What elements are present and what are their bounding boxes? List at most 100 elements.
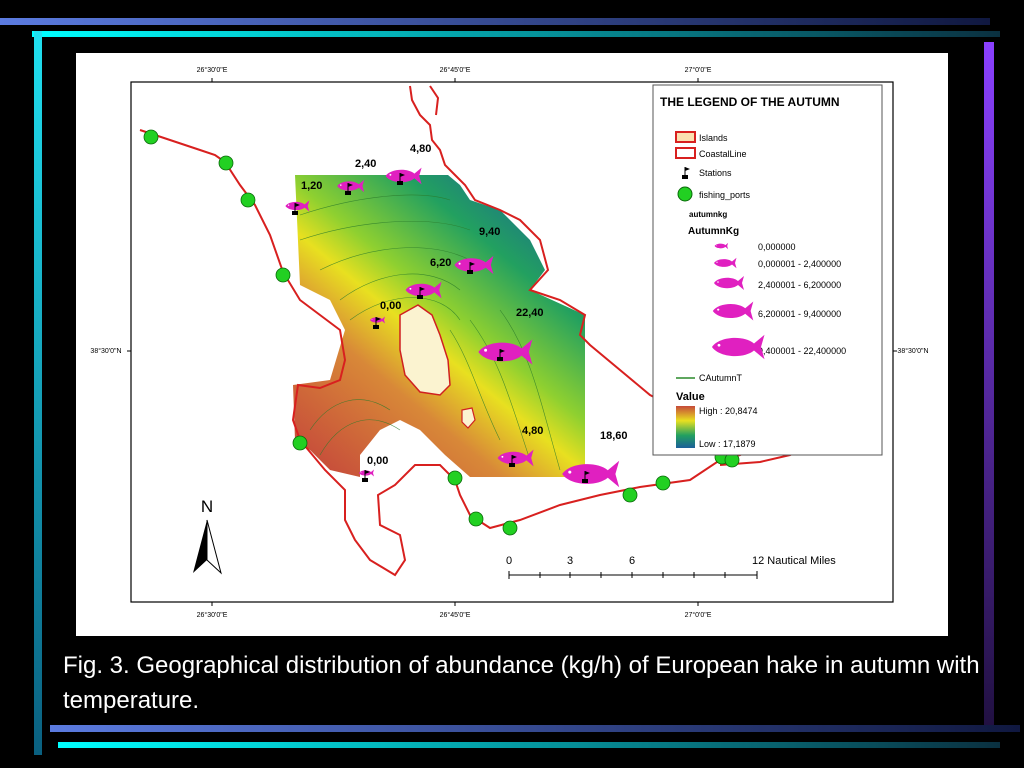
- graticule-label: 26°30'0"E: [197, 611, 228, 619]
- fish-body: [712, 334, 765, 360]
- deco-bar: [0, 18, 990, 25]
- stations: [285, 167, 620, 488]
- caption: Fig. 3. Geographical distribution of abu…: [63, 652, 980, 714]
- station-flag: [400, 173, 405, 177]
- legend-swatch: [677, 186, 693, 202]
- fish: [712, 301, 754, 321]
- legend-item: 6,200001 - 9,400000: [758, 309, 841, 319]
- station-flag: [295, 203, 300, 207]
- deco-bar: [34, 31, 42, 755]
- fish-eye: [501, 455, 504, 458]
- station-flag: [348, 183, 353, 187]
- scale-label: 6: [629, 555, 635, 567]
- legend-item: autumnkg: [689, 210, 727, 219]
- station-label: 6,20: [430, 257, 451, 269]
- legend-swatch: [675, 131, 696, 143]
- fish-eye: [371, 319, 373, 320]
- deco-bar: [984, 42, 994, 732]
- fish: [405, 281, 442, 299]
- fish-body: [478, 339, 533, 365]
- fish-body: [454, 255, 494, 275]
- fish-eye: [717, 308, 720, 311]
- fish-eye: [716, 261, 718, 263]
- fish-eye: [484, 348, 488, 352]
- fish: [478, 339, 533, 365]
- station-label: 0,00: [367, 455, 388, 467]
- scale-label: 12 Nautical Miles: [752, 555, 836, 567]
- legend-item: 2,400001 - 6,200000: [758, 280, 841, 290]
- station-flag: [585, 471, 590, 475]
- scale-bar: [508, 571, 758, 579]
- legend-item: Low : 17,1879: [699, 439, 756, 449]
- legend-box: [652, 84, 883, 456]
- deco-bar: [50, 725, 1020, 732]
- graticule-label: 26°30'0"E: [197, 66, 228, 74]
- legend-title: THE LEGEND OF THE AUTUMN: [660, 95, 840, 109]
- fish: [714, 242, 729, 250]
- graticule-label: 38°30'0"N: [897, 347, 928, 355]
- legend-item: 0,000001 - 2,400000: [758, 259, 841, 269]
- station-marker: [582, 479, 588, 483]
- deco-bar: [32, 31, 1000, 37]
- fish-body: [337, 179, 365, 193]
- station-marker: [292, 211, 298, 215]
- station-marker: [345, 191, 351, 195]
- station-marker: [682, 175, 688, 179]
- station-flag: [512, 455, 517, 459]
- fish-body: [385, 167, 422, 185]
- fish-eye: [409, 287, 412, 290]
- station-label: 9,40: [479, 226, 500, 238]
- station-marker: [397, 181, 403, 185]
- fish-body: [405, 281, 442, 299]
- fish-body: [497, 449, 534, 467]
- fish-eye: [360, 472, 362, 473]
- station-flag: [685, 167, 690, 171]
- fish: [562, 460, 620, 488]
- legend-item: High : 20,8474: [699, 406, 758, 416]
- graticule-label: 26°45'0"E: [440, 611, 471, 619]
- fish-body: [712, 301, 754, 321]
- station-flag: [500, 349, 505, 353]
- fish-eye: [716, 245, 717, 246]
- legend-item: Islands: [699, 133, 728, 143]
- station-marker: [509, 463, 515, 467]
- graticule-label: 26°45'0"E: [440, 66, 471, 74]
- scale-label: 3: [567, 555, 573, 567]
- fish: [454, 255, 494, 275]
- island: [399, 304, 451, 396]
- station-label: 0,00: [380, 300, 401, 312]
- station-flag: [365, 470, 370, 474]
- fish-eye: [340, 184, 342, 186]
- temperature-raster: [293, 175, 585, 477]
- fish-eye: [717, 343, 721, 347]
- station-marker: [497, 357, 503, 361]
- station-label: 22,40: [516, 307, 544, 319]
- north-arrow: [193, 520, 207, 573]
- fish-body: [714, 257, 737, 269]
- station-marker: [467, 270, 473, 274]
- legend-item: Stations: [699, 168, 732, 178]
- graticule-ticks: [127, 78, 897, 606]
- legend-item: fishing_ports: [699, 190, 751, 200]
- fish-eye: [458, 262, 461, 265]
- fish: [714, 276, 744, 290]
- station-label: 4,80: [410, 143, 431, 155]
- legend-item: 9,400001 - 22,400000: [758, 346, 846, 356]
- north-arrow: [206, 519, 222, 575]
- station-marker: [362, 478, 368, 482]
- legend-item: 0,000000: [758, 242, 796, 252]
- station-flag: [420, 287, 425, 291]
- legend-item: AutumnKg: [688, 226, 739, 237]
- station-flag: [376, 317, 381, 321]
- station-label: 18,60: [600, 430, 628, 442]
- fish: [497, 449, 534, 467]
- scale-label: 0: [506, 555, 512, 567]
- fish-eye: [568, 470, 572, 474]
- legend-item: CoastalLine: [699, 149, 747, 159]
- north-label: N: [201, 497, 213, 516]
- station-label: 2,40: [355, 158, 376, 170]
- graticule-label: 27°0'0"E: [685, 66, 712, 74]
- legend-ramp: [676, 406, 695, 448]
- legend-swatch: [675, 147, 696, 159]
